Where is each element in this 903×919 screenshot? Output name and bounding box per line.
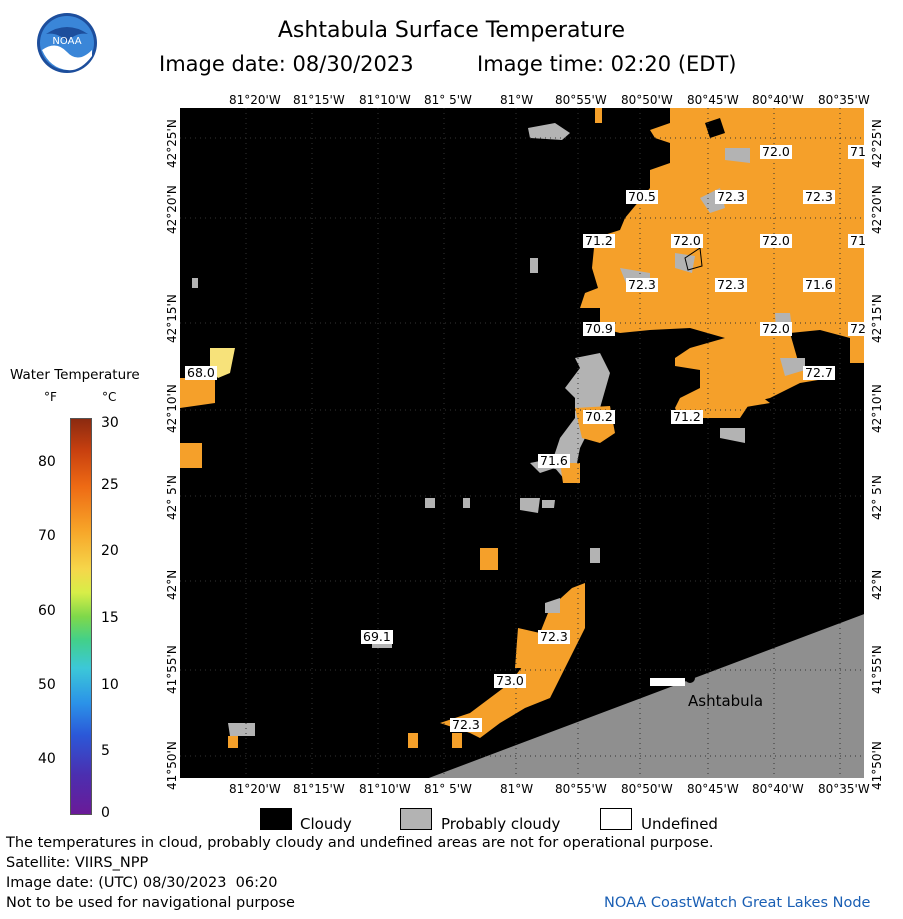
temp-label: 72.3: [626, 277, 658, 292]
lon-label: 81° 5'W: [424, 782, 472, 796]
lon-label: 80°35'W: [818, 93, 870, 107]
temp-label: 71.2: [671, 409, 703, 424]
colorbar-title: Water Temperature: [10, 367, 140, 383]
temp-label: 71: [848, 144, 868, 159]
map-title: Ashtabula Surface Temperature: [277, 18, 626, 43]
temp-label: 73.0: [494, 673, 526, 688]
c-tick: 30: [101, 415, 119, 431]
colorbar-unit-c: °C: [102, 390, 117, 404]
lon-label: 81°15'W: [293, 93, 345, 107]
footer-note: The temperatures in cloud, probably clou…: [6, 835, 714, 851]
lon-label: 81°15'W: [293, 782, 345, 796]
temp-label: 72.0: [760, 233, 792, 248]
temp-label: 72.7: [803, 365, 835, 380]
f-tick: 50: [38, 677, 56, 693]
lat-label: 41°50'N: [165, 741, 179, 790]
f-tick: 60: [38, 603, 56, 619]
lon-label: 80°50'W: [621, 782, 673, 796]
map-svg: [180, 108, 865, 779]
city-label-ashtabula: Ashtabula: [688, 692, 764, 710]
c-tick: 15: [101, 610, 119, 626]
temperature-map: 72.0 71 70.5 72.3 72.3 71.2 72.0 72.0 71…: [180, 108, 868, 779]
lat-label: 42°25'N: [870, 119, 884, 168]
legend-probably-cloudy-swatch: [400, 808, 432, 830]
lat-label: 42°N: [165, 569, 179, 600]
lon-label: 81°W: [500, 782, 534, 796]
temp-label: 72.0: [760, 321, 792, 336]
temp-label: 68.0: [185, 365, 217, 380]
lat-label: 41°50'N: [870, 741, 884, 790]
lon-label: 80°45'W: [687, 93, 739, 107]
lat-label: 42°10'N: [165, 384, 179, 433]
legend-undefined-label: Undefined: [641, 815, 718, 833]
lon-label: 81°20'W: [229, 93, 281, 107]
colorbar-unit-f: °F: [44, 390, 57, 404]
temp-label: 71.6: [803, 277, 835, 292]
image-time: Image time: 02:20 (EDT): [477, 52, 737, 76]
temp-label: 70.2: [583, 409, 615, 424]
legend-probably-cloudy-label: Probably cloudy: [441, 815, 561, 833]
footer-utc-date: Image date: (UTC) 08/30/2023 06:20: [6, 875, 278, 891]
lat-label: 42° 5'N: [870, 475, 884, 520]
lon-label: 81°20'W: [229, 782, 281, 796]
c-tick: 25: [101, 477, 119, 493]
noaa-logo: NOAA: [36, 12, 98, 74]
lat-label: 42°N: [870, 569, 884, 600]
lon-label: 81°10'W: [359, 782, 411, 796]
lat-label: 41°55'N: [870, 645, 884, 694]
lon-label: 81°W: [500, 93, 534, 107]
lon-label: 81°10'W: [359, 93, 411, 107]
lat-label: 42°20'N: [165, 185, 179, 234]
c-tick: 5: [101, 743, 110, 759]
lon-label: 80°40'W: [752, 93, 804, 107]
temp-label: 72: [848, 321, 868, 336]
colorbar: [70, 418, 92, 815]
lat-label: 42°15'N: [870, 294, 884, 343]
temp-label: 70.9: [583, 321, 615, 336]
lon-label: 80°45'W: [687, 782, 739, 796]
f-tick: 40: [38, 751, 56, 767]
temp-label: 72.3: [803, 189, 835, 204]
lon-label: 80°35'W: [818, 782, 870, 796]
temp-label: 72.3: [715, 189, 747, 204]
lat-label: 42° 5'N: [165, 475, 179, 520]
lat-label: 42°10'N: [870, 384, 884, 433]
legend-cloudy-label: Cloudy: [300, 815, 352, 833]
lon-label: 80°40'W: [752, 782, 804, 796]
temp-label: 72.0: [671, 233, 703, 248]
temp-label: 72.3: [715, 277, 747, 292]
footer-credit[interactable]: NOAA CoastWatch Great Lakes Node: [604, 895, 871, 911]
lat-label: 41°55'N: [165, 645, 179, 694]
temp-label: 72.3: [538, 629, 570, 644]
temp-label: 71.2: [583, 233, 615, 248]
c-tick: 0: [101, 805, 110, 821]
temp-label: 71.6: [538, 453, 570, 468]
c-tick: 10: [101, 677, 119, 693]
svg-text:NOAA: NOAA: [52, 36, 81, 47]
temp-label: 71: [848, 233, 868, 248]
image-date: Image date: 08/30/2023: [159, 52, 414, 76]
footer-nav: Not to be used for navigational purpose: [6, 895, 295, 911]
temp-label: 72.3: [450, 717, 482, 732]
lon-label: 80°50'W: [621, 93, 673, 107]
c-tick: 20: [101, 543, 119, 559]
legend-cloudy-swatch: [260, 808, 292, 830]
temp-label: 69.1: [361, 629, 393, 644]
lon-label: 80°55'W: [555, 782, 607, 796]
lat-label: 42°15'N: [165, 294, 179, 343]
temp-label: 70.5: [626, 189, 658, 204]
lat-label: 42°20'N: [870, 185, 884, 234]
lon-label: 80°55'W: [555, 93, 607, 107]
legend-undefined-swatch: [600, 808, 632, 830]
lat-label: 42°25'N: [165, 119, 179, 168]
footer-satellite: Satellite: VIIRS_NPP: [6, 855, 149, 871]
lon-label: 81° 5'W: [424, 93, 472, 107]
temp-label: 72.0: [760, 144, 792, 159]
f-tick: 80: [38, 454, 56, 470]
f-tick: 70: [38, 528, 56, 544]
